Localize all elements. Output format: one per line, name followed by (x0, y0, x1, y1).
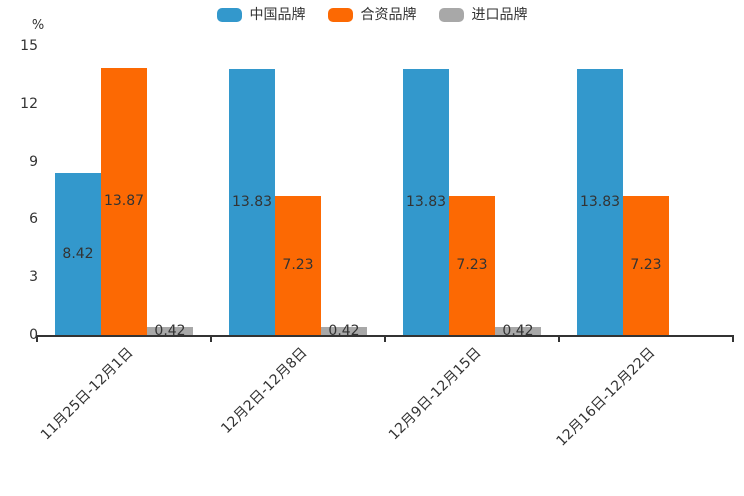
bar (623, 195, 669, 335)
bar (495, 326, 541, 335)
legend-item[interactable]: 合资品牌 (327, 7, 417, 23)
bar-value-label: 13.87 (103, 193, 145, 210)
y-tick-label: 0 (29, 327, 38, 343)
legend-swatch-icon (216, 8, 242, 22)
legend-item[interactable]: 中国品牌 (216, 7, 306, 23)
x-axis-tick (36, 336, 38, 342)
bar-value-label: 13.83 (405, 193, 447, 210)
bar (403, 68, 449, 335)
y-tick-label: 9 (29, 153, 38, 170)
bar (147, 326, 193, 335)
bar (229, 68, 275, 335)
x-axis-tick (210, 336, 212, 342)
x-category-label: 12月9日-12月15日 (385, 344, 485, 444)
y-axis-unit-label: % (31, 18, 45, 33)
bar-value-label: 7.23 (630, 257, 662, 274)
x-axis-tick (732, 336, 734, 342)
y-tick-label: 6 (29, 211, 38, 228)
bar (577, 68, 623, 335)
x-category-label: 11月25日-12月1日 (37, 344, 137, 444)
bar (321, 326, 367, 335)
y-tick-label: 3 (29, 269, 38, 286)
legend-label: 中国品牌 (249, 7, 306, 23)
bar (101, 67, 147, 335)
bar (275, 195, 321, 335)
x-category-label: 12月16日-12月22日 (553, 344, 659, 450)
bar (449, 195, 495, 335)
bar (55, 172, 101, 335)
y-tick-label: 15 (20, 38, 38, 54)
x-axis-tick (558, 336, 560, 342)
legend-swatch-icon (327, 8, 353, 22)
bar-value-label: 7.23 (456, 257, 488, 274)
bar-value-label: 0.42 (328, 322, 360, 339)
bar-value-label: 13.83 (231, 193, 273, 210)
legend-label: 合资品牌 (360, 7, 417, 23)
x-axis-tick (384, 336, 386, 342)
legend-label: 进口品牌 (471, 7, 528, 23)
legend-item[interactable]: 进口品牌 (438, 7, 528, 23)
bar-value-label: 0.42 (502, 322, 534, 339)
chart-legend: 中国品牌 合资品牌 进口品牌 (0, 7, 744, 23)
y-tick-label: 12 (20, 95, 38, 112)
legend-swatch-icon (438, 8, 464, 22)
x-category-label: 12月2日-12月8日 (217, 344, 311, 437)
bar-value-label: 13.83 (579, 193, 621, 210)
bar-value-label: 8.42 (62, 245, 94, 262)
bar-value-label: 0.42 (154, 322, 186, 339)
bar-value-label: 7.23 (282, 257, 314, 274)
